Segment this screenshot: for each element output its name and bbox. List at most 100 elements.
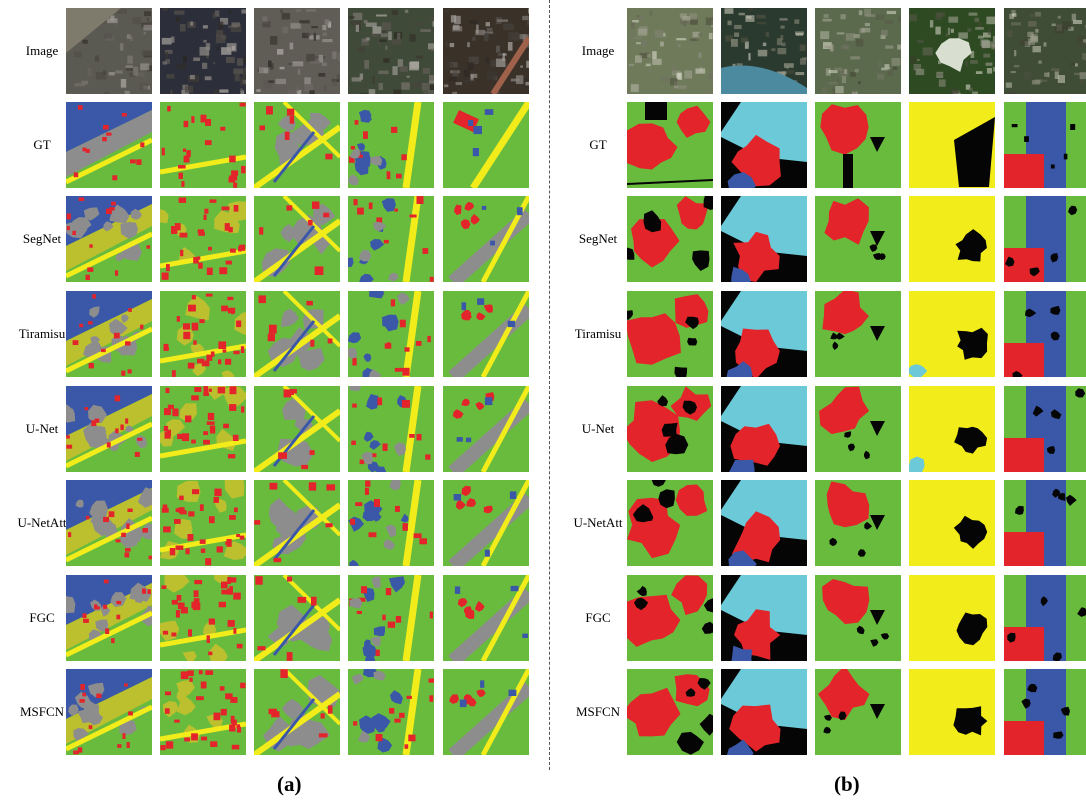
tile-a-row7-col1 bbox=[160, 669, 246, 755]
row-label-tiramisu-b: Tiramisu bbox=[574, 326, 622, 341]
tile-a-row3-col1 bbox=[160, 291, 246, 377]
tile-b-row0-col4 bbox=[1004, 8, 1086, 94]
tile-a-row5-col3 bbox=[348, 480, 434, 566]
tile-b-row1-col2 bbox=[815, 102, 901, 188]
tile-a-row2-col4 bbox=[443, 196, 529, 282]
row-label-tiramisu-a: Tiramisu bbox=[18, 326, 66, 341]
tile-a-row3-col4 bbox=[443, 291, 529, 377]
tile-a-row4-col1 bbox=[160, 386, 246, 472]
row-label-msfcn-b: MSFCN bbox=[575, 704, 621, 719]
tile-b-row4-col2 bbox=[815, 386, 901, 472]
tile-a-row2-col2 bbox=[254, 196, 340, 282]
tile-a-row3-col0 bbox=[66, 291, 152, 377]
tile-b-row0-col3 bbox=[909, 8, 995, 94]
tile-a-row7-col4 bbox=[443, 669, 529, 755]
row-label-unetatt-b: U-NetAtt bbox=[573, 515, 623, 530]
tile-a-row5-col4 bbox=[443, 480, 529, 566]
tile-b-row7-col2 bbox=[815, 669, 901, 755]
panel-label-a: (a) bbox=[277, 772, 302, 796]
tile-b-row2-col4 bbox=[1004, 196, 1086, 282]
tile-b-row3-col0 bbox=[627, 291, 713, 377]
tile-a-row6-col1 bbox=[160, 575, 246, 661]
tile-a-row4-col2 bbox=[254, 386, 340, 472]
tile-a-row1-col2 bbox=[254, 102, 340, 188]
row-label-unetatt-a: U-NetAtt bbox=[17, 515, 67, 530]
tile-b-row4-col0 bbox=[627, 386, 713, 472]
tile-a-row0-col0 bbox=[66, 8, 152, 94]
tile-a-row0-col3 bbox=[348, 8, 434, 94]
tile-a-row4-col0 bbox=[66, 386, 152, 472]
tile-b-row4-col4 bbox=[1004, 386, 1086, 472]
tile-a-row6-col4 bbox=[443, 575, 529, 661]
tile-a-row6-col2 bbox=[254, 575, 340, 661]
row-label-segnet-a: SegNet bbox=[22, 231, 62, 246]
tile-b-row0-col1 bbox=[721, 8, 807, 94]
tile-a-row5-col2 bbox=[254, 480, 340, 566]
tile-a-row5-col0 bbox=[66, 480, 152, 566]
tile-b-row6-col4 bbox=[1004, 575, 1086, 661]
tile-b-row5-col0 bbox=[627, 480, 713, 566]
row-label-fgc-a: FGC bbox=[29, 610, 55, 625]
tile-a-row7-col0 bbox=[66, 669, 152, 755]
tile-a-row6-col3 bbox=[348, 575, 434, 661]
tile-b-row6-col3 bbox=[909, 575, 995, 661]
tile-b-row1-col0 bbox=[627, 102, 713, 188]
tile-b-row3-col1 bbox=[721, 291, 807, 377]
tile-a-row0-col1 bbox=[160, 8, 246, 94]
tile-b-row3-col4 bbox=[1004, 291, 1086, 377]
tile-a-row0-col2 bbox=[254, 8, 340, 94]
tile-a-row4-col3 bbox=[348, 386, 434, 472]
tile-b-row1-col1 bbox=[721, 102, 807, 188]
row-label-gt-b: GT bbox=[589, 137, 607, 152]
panel-label-b: (b) bbox=[834, 772, 860, 796]
tile-b-row1-col4 bbox=[1004, 102, 1086, 188]
tile-b-row0-col0 bbox=[627, 8, 713, 94]
tile-a-row2-col1 bbox=[160, 196, 246, 282]
row-label-image-b: Image bbox=[581, 43, 615, 58]
tile-a-row1-col1 bbox=[160, 102, 246, 188]
tile-a-row2-col0 bbox=[66, 196, 152, 282]
tile-a-row1-col3 bbox=[348, 102, 434, 188]
tile-b-row1-col3 bbox=[909, 102, 995, 188]
tile-b-row2-col1 bbox=[721, 196, 807, 282]
row-label-msfcn-a: MSFCN bbox=[19, 704, 65, 719]
tile-b-row7-col4 bbox=[1004, 669, 1086, 755]
tile-a-row4-col4 bbox=[443, 386, 529, 472]
tile-b-row2-col3 bbox=[909, 196, 995, 282]
tile-a-row3-col3 bbox=[348, 291, 434, 377]
tile-a-row0-col4 bbox=[443, 8, 529, 94]
tile-b-row6-col0 bbox=[627, 575, 713, 661]
tile-b-row5-col1 bbox=[721, 480, 807, 566]
tile-b-row5-col4 bbox=[1004, 480, 1086, 566]
tile-b-row6-col2 bbox=[815, 575, 901, 661]
row-label-gt-a: GT bbox=[33, 137, 51, 152]
tile-a-row3-col2 bbox=[254, 291, 340, 377]
tile-a-row2-col3 bbox=[348, 196, 434, 282]
tile-b-row5-col3 bbox=[909, 480, 995, 566]
tile-b-row2-col2 bbox=[815, 196, 901, 282]
tile-b-row7-col3 bbox=[909, 669, 995, 755]
tile-b-row3-col3 bbox=[909, 291, 995, 377]
tile-a-row6-col0 bbox=[66, 575, 152, 661]
tile-a-row7-col3 bbox=[348, 669, 434, 755]
row-label-fgc-b: FGC bbox=[585, 610, 611, 625]
tile-b-row7-col1 bbox=[721, 669, 807, 755]
tile-a-row5-col1 bbox=[160, 480, 246, 566]
tile-b-row4-col1 bbox=[721, 386, 807, 472]
tile-b-row7-col0 bbox=[627, 669, 713, 755]
tile-b-row3-col2 bbox=[815, 291, 901, 377]
row-label-unet-b: U-Net bbox=[581, 421, 615, 436]
row-label-image-a: Image bbox=[25, 43, 59, 58]
tile-a-row1-col0 bbox=[66, 102, 152, 188]
row-label-segnet-b: SegNet bbox=[578, 231, 618, 246]
panel-divider bbox=[549, 0, 550, 770]
tile-a-row1-col4 bbox=[443, 102, 529, 188]
tile-b-row4-col3 bbox=[909, 386, 995, 472]
row-label-unet-a: U-Net bbox=[25, 421, 59, 436]
tile-b-row2-col0 bbox=[627, 196, 713, 282]
tile-b-row0-col2 bbox=[815, 8, 901, 94]
tile-b-row5-col2 bbox=[815, 480, 901, 566]
tile-a-row7-col2 bbox=[254, 669, 340, 755]
tile-b-row6-col1 bbox=[721, 575, 807, 661]
